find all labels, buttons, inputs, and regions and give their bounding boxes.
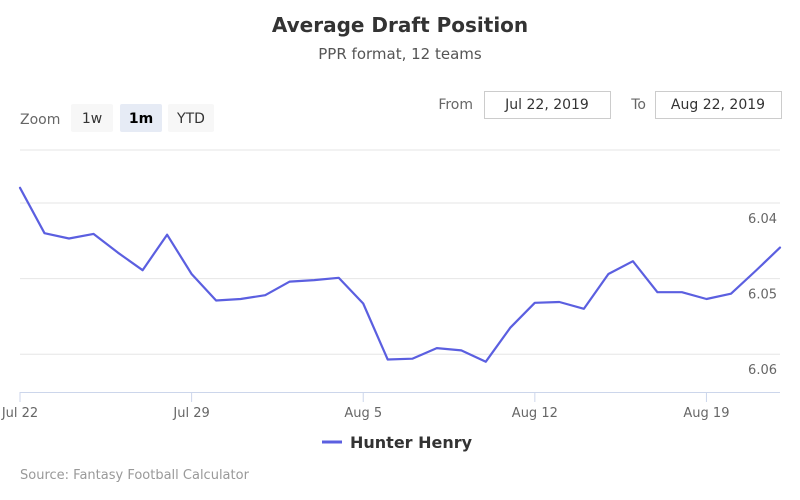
- data-point[interactable]: [676, 286, 688, 298]
- legend-item-hunter-henry[interactable]: Hunter Henry: [322, 433, 473, 452]
- data-point[interactable]: [455, 344, 467, 356]
- data-point[interactable]: [63, 232, 75, 244]
- chart-title: Average Draft Position: [272, 13, 528, 37]
- x-tick-label: Aug 5: [344, 406, 382, 421]
- data-point[interactable]: [480, 356, 492, 368]
- zoom-button-1w[interactable]: 1w: [71, 104, 113, 132]
- data-point[interactable]: [725, 288, 737, 300]
- data-point[interactable]: [14, 182, 26, 194]
- series-layer: [14, 182, 786, 368]
- data-point[interactable]: [186, 268, 198, 280]
- data-point[interactable]: [259, 289, 271, 301]
- zoom-button-label: 1m: [129, 111, 153, 127]
- data-point[interactable]: [749, 265, 761, 277]
- legend-label: Hunter Henry: [350, 433, 473, 452]
- data-point[interactable]: [382, 353, 394, 365]
- data-point[interactable]: [602, 268, 614, 280]
- zoom-button-ytd[interactable]: YTD: [168, 104, 214, 132]
- data-point[interactable]: [39, 227, 51, 239]
- from-label: From: [438, 97, 473, 113]
- from-date-value: Jul 22, 2019: [504, 97, 589, 113]
- data-point[interactable]: [112, 247, 124, 259]
- to-date-input[interactable]: Aug 22, 2019: [655, 91, 782, 119]
- y-tick-label: 6.04: [748, 212, 777, 227]
- data-point[interactable]: [137, 264, 149, 276]
- data-point[interactable]: [431, 342, 443, 354]
- data-point[interactable]: [578, 303, 590, 315]
- to-date-value: Aug 22, 2019: [671, 97, 765, 113]
- data-point[interactable]: [235, 293, 247, 305]
- data-point[interactable]: [406, 353, 418, 365]
- zoom-button-label: YTD: [176, 111, 205, 127]
- data-point[interactable]: [651, 286, 663, 298]
- from-date-input[interactable]: Jul 22, 2019: [484, 91, 611, 119]
- zoom-button-label: 1w: [82, 111, 102, 127]
- series-line-hunter-henry: [18, 186, 782, 363]
- data-point[interactable]: [529, 297, 541, 309]
- data-point[interactable]: [284, 276, 296, 288]
- credits: Source: Fantasy Football Calculator: [20, 468, 250, 483]
- data-point[interactable]: [88, 228, 100, 240]
- data-point[interactable]: [161, 229, 173, 241]
- y-tick-label: 6.05: [748, 288, 777, 303]
- data-point[interactable]: [627, 255, 639, 267]
- x-tick-label: Aug 12: [512, 406, 558, 421]
- data-point[interactable]: [700, 293, 712, 305]
- x-axis: Jul 22 Jul 29 Aug 5 Aug 12 Aug 19: [1, 392, 780, 421]
- data-point[interactable]: [774, 242, 786, 254]
- data-point[interactable]: [210, 294, 222, 306]
- x-tick-label: Jul 29: [172, 406, 209, 421]
- data-point[interactable]: [308, 274, 320, 286]
- x-tick-label: Jul 22: [1, 406, 38, 421]
- zoom-button-1m[interactable]: 1m: [120, 104, 162, 132]
- data-point[interactable]: [333, 272, 345, 284]
- data-point[interactable]: [357, 298, 369, 310]
- chart-subtitle: PPR format, 12 teams: [318, 45, 482, 63]
- range-selector: Zoom 1w 1m YTD From Jul 22, 2019 To Aug …: [20, 91, 782, 132]
- y-axis: 6.04 6.05 6.06: [748, 212, 777, 378]
- to-label: To: [630, 97, 646, 113]
- zoom-label: Zoom: [20, 112, 60, 128]
- data-point[interactable]: [553, 296, 565, 308]
- y-tick-label: 6.06: [748, 363, 777, 378]
- grid-lines: [20, 149, 780, 355]
- data-point[interactable]: [504, 322, 516, 334]
- x-tick-label: Aug 19: [683, 406, 729, 421]
